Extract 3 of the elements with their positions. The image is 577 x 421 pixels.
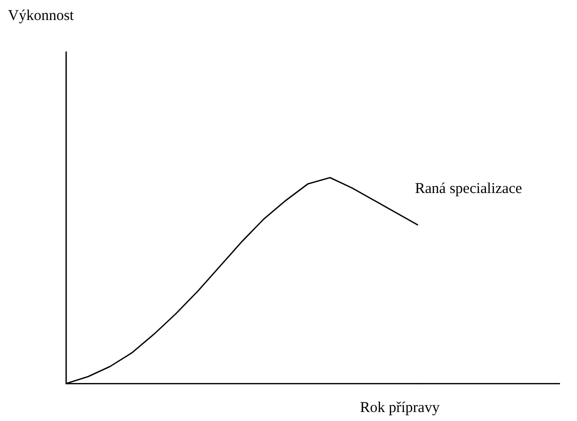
x-axis-title: Rok přípravy <box>360 400 440 417</box>
series-label: Raná specializace <box>415 180 522 197</box>
text: Výkonnost <box>8 8 74 25</box>
